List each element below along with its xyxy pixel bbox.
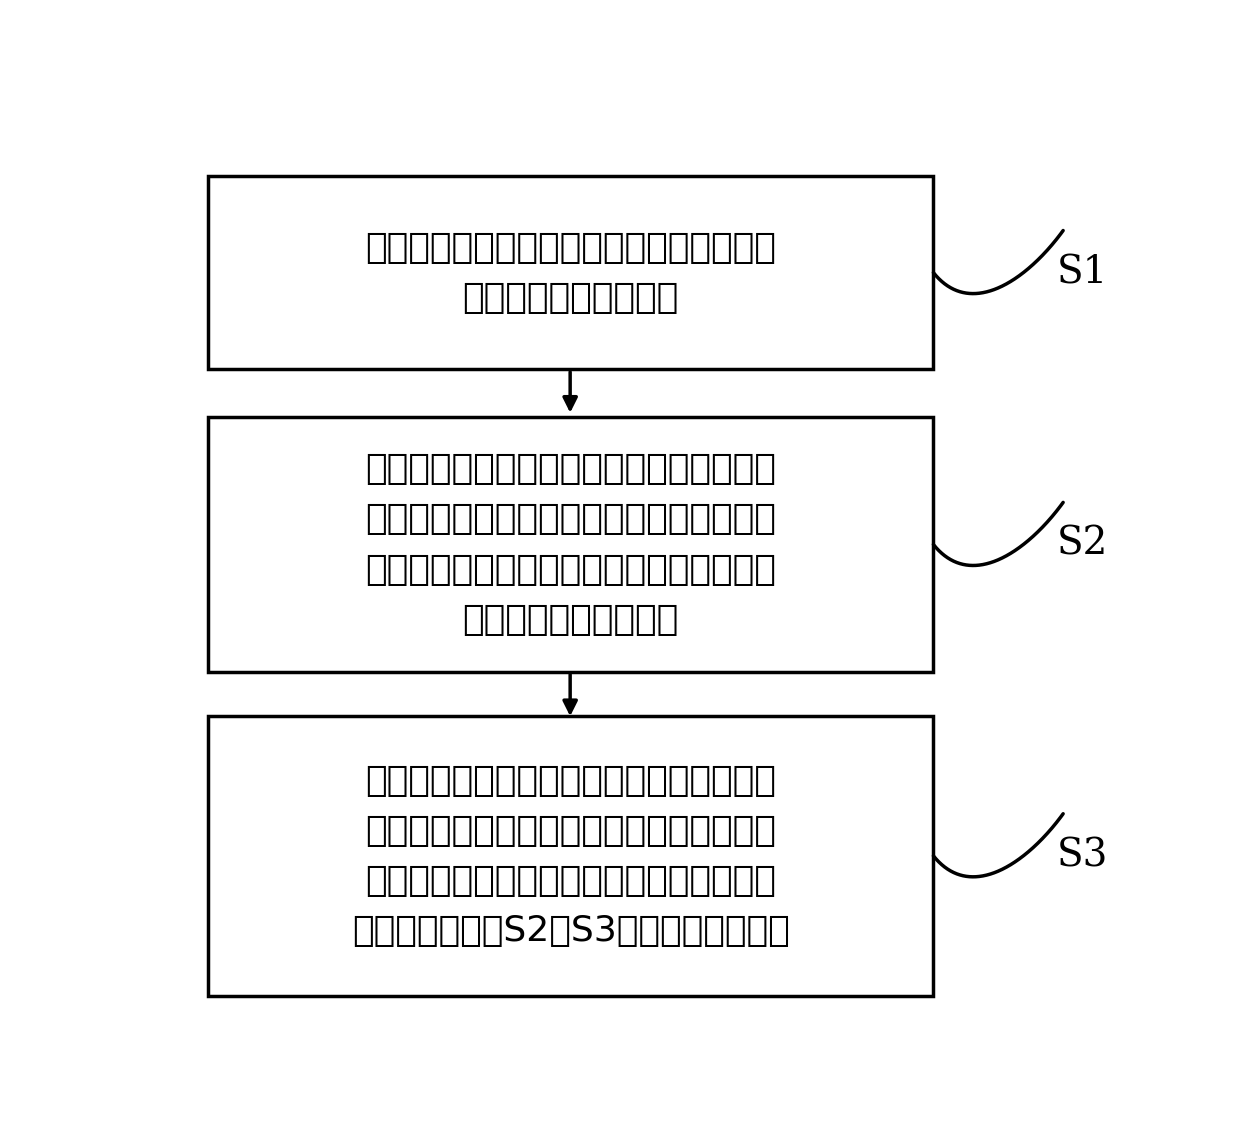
Bar [208,417,934,672]
Text: 读取原始计算网格的空间点坐标和边界条件
，并根据读取的空间点坐标和边界条件对拼
接网格块进行数值模拟，获得当前升降舵面
偏角下的俯仰力矩系数: 读取原始计算网格的空间点坐标和边界条件 ，并根据读取的空间点坐标和边界条件对拼 … [366,452,776,637]
Text: S3: S3 [1056,837,1109,875]
Text: 根据当前升降舵面偏角下的俯仰力矩系数判
断升降舵面是否达到配平状态，若升降舵面
未达到配平状态，则调整升降舵面的偏角，
并重复执行步骤S2～S3直至达到配平状态: 根据当前升降舵面偏角下的俯仰力矩系数判 断升降舵面是否达到配平状态，若升降舵面 … [352,763,790,948]
Bar [208,715,934,997]
Bar [208,177,934,369]
Text: S2: S2 [1056,526,1109,563]
Text: 生成三维全机的原始计算网格；所述原始计
算网格包括拼接网格块: 生成三维全机的原始计算网格；所述原始计 算网格包括拼接网格块 [366,230,776,314]
Text: S1: S1 [1056,254,1109,292]
